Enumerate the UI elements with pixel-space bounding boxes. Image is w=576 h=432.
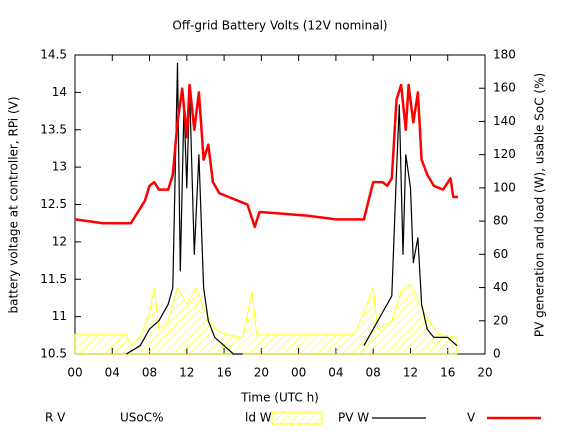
series-line — [74, 83, 458, 229]
plot-frame — [74, 54, 486, 355]
y2-tick-label: 40 — [493, 280, 508, 294]
chart-title: Off-grid Battery Volts (12V nominal) — [172, 19, 387, 33]
x-tick-label: 12 — [179, 366, 194, 380]
legend-label: R V — [45, 411, 66, 425]
y-tick-label: 14.5 — [40, 48, 67, 62]
y-tick-label: 13.5 — [40, 122, 67, 136]
x-tick-label: 08 — [142, 366, 157, 380]
x-tick-label: 20 — [254, 366, 269, 380]
load-area — [74, 283, 458, 355]
x-tick-label: 16 — [440, 366, 455, 380]
legend-label: ld W — [245, 411, 272, 425]
x-tick-label: 20 — [477, 366, 492, 380]
y2-tick-label: 180 — [493, 48, 516, 62]
y2-tick-label: 0 — [493, 347, 501, 361]
y-tick-label: 10.5 — [40, 347, 67, 361]
x-axis-label: Time (UTC h) — [240, 391, 319, 405]
legend-label: PV W — [338, 411, 369, 425]
y2-tick-label: 120 — [493, 147, 516, 161]
y2-tick-label: 160 — [493, 81, 516, 95]
x-tick-label: 12 — [403, 366, 418, 380]
y2-tick-label: 60 — [493, 247, 508, 261]
legend-swatch — [271, 411, 323, 425]
y-tick-label: 12 — [52, 234, 67, 248]
y-tick-label: 11 — [52, 309, 67, 323]
x-tick-label: 08 — [366, 366, 381, 380]
y2-tick-label: 80 — [493, 214, 508, 228]
legend-label: V — [467, 411, 476, 425]
y2-tick-label: 140 — [493, 114, 516, 128]
x-tick-label: 04 — [105, 366, 120, 380]
y-tick-label: 12.5 — [40, 197, 67, 211]
x-tick-label: 16 — [216, 366, 231, 380]
y-tick-label: 14 — [52, 85, 67, 99]
y2-axis-label: PV generation and load (W), usable SoC (… — [533, 73, 547, 337]
y-tick-label: 11.5 — [40, 272, 67, 286]
x-tick-label: 00 — [67, 366, 82, 380]
y-axis-label: battery voltage at controller, RPi (V) — [7, 96, 21, 313]
x-tick-label: 04 — [328, 366, 343, 380]
legend-label: USoC% — [120, 411, 164, 425]
x-tick-label: 00 — [291, 366, 306, 380]
y2-tick-label: 20 — [493, 313, 508, 327]
y-tick-label: 13 — [52, 160, 67, 174]
y2-tick-label: 100 — [493, 180, 516, 194]
series-line — [125, 62, 458, 355]
